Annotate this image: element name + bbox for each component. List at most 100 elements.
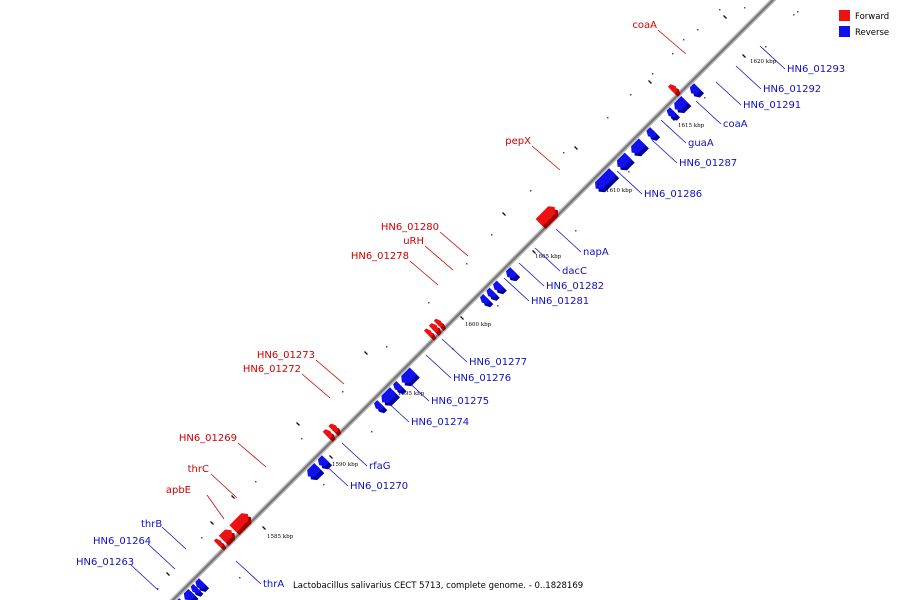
scale-dot [386,346,388,348]
gene-forward-6-face [428,323,439,333]
gene-reverse-9-face [401,367,417,384]
gene-forward-8[interactable] [535,206,559,230]
gene-label-reverse-19: HN6_01292 [763,84,821,95]
leader-reverse-8 [425,354,452,379]
gene-reverse-15[interactable] [616,152,635,171]
scale-tick [574,146,578,150]
leader-reverse-1 [130,564,159,591]
gene-forward-1[interactable] [218,529,236,546]
gene-reverse-7[interactable] [381,387,400,406]
scale-label: 1615 kbp [678,123,705,129]
scale-tick [723,15,727,19]
gene-reverse-3-face [195,578,207,589]
gene-reverse-3[interactable] [195,578,210,592]
leader-forward-5 [409,260,439,286]
gene-reverse-14[interactable] [595,168,620,193]
legend-forward-label: Forward [855,12,889,22]
scale-dot [719,9,721,11]
scale-label: 1600 kbp [465,322,492,328]
leader-reverse-13 [555,228,582,253]
scale-tick [231,495,235,499]
gene-forward-5[interactable] [423,328,437,341]
gene-forward-2[interactable] [229,513,252,536]
gene-reverse-19[interactable] [674,96,692,114]
gene-forward-6[interactable] [428,323,442,336]
gene-label-reverse-11: HN6_01282 [546,281,604,292]
leader-reverse-12 [534,247,561,272]
scale-dot [157,588,159,590]
gene-reverse-19-face [674,96,689,111]
gene-reverse-9[interactable] [401,367,420,387]
gene-label-forward-5: HN6_01278 [351,251,409,262]
genes [177,83,704,600]
gene-label-forward-1: thrC [188,464,209,475]
scale-dot [255,481,257,483]
scale-label: 1595 kbp [398,391,425,397]
gene-forward-0[interactable] [213,538,227,551]
scale-dot [607,117,609,119]
leader-reverse-10 [503,277,530,302]
gene-forward-9[interactable] [667,84,681,97]
label-leaders [130,29,786,591]
leader-reverse-20 [759,45,786,70]
legend-reverse-label: Reverse [855,28,889,38]
gene-reverse-18[interactable] [666,107,680,121]
scale-tick [329,455,333,459]
scale-dot [630,94,632,96]
gene-reverse-10[interactable] [480,294,494,308]
genome-backbone [169,0,777,600]
gene-label-reverse-7: HN6_01275 [431,396,489,407]
gene-reverse-15-face [616,152,632,168]
gene-label-forward-6: uRH [403,236,424,247]
legend: Forward Reverse [839,10,889,38]
gene-reverse-8[interactable] [393,381,407,395]
scale-dot [697,29,699,31]
gene-reverse-6[interactable] [374,400,388,414]
leader-forward-8 [531,145,561,171]
gene-forward-0-face [213,538,224,548]
gene-reverse-20-face [689,83,701,95]
gene-reverse-11[interactable] [486,287,500,301]
leader-reverse-17 [695,100,722,125]
gene-reverse-0[interactable] [183,588,199,600]
gene-reverse-5[interactable] [317,455,333,470]
gene-reverse-4-face [307,463,322,478]
leader-reverse-18 [715,81,742,106]
gene-reverse-17[interactable] [646,127,661,141]
gene-forward-9-face [667,84,678,94]
leader-forward-1 [210,473,238,499]
leader-reverse-2 [147,543,176,570]
gene-reverse-6-face [374,400,385,411]
scale-dot [575,230,577,232]
gene-forward-4[interactable] [328,423,342,437]
gene-reverse-2[interactable] [190,583,204,597]
scale-tick [532,250,536,254]
gene-forward-4-face [328,423,339,434]
gene-reverse-18-face [666,107,677,118]
gene-forward-7[interactable] [433,318,447,331]
gene-reverse-20[interactable] [689,83,704,98]
gene-reverse-4[interactable] [307,463,325,481]
gene-reverse-0-face [183,588,196,600]
scale-dot [563,152,565,154]
scale-dot [793,14,795,16]
gene-reverse-12[interactable] [493,280,507,295]
leader-forward-4 [315,359,345,385]
gene-reverse-7-face [381,387,397,403]
gene-forward-3[interactable] [322,429,336,442]
gene-reverse-10-face [480,294,491,305]
gene-reverse-2-face [190,583,201,594]
gene-label-reverse-6: HN6_01274 [411,417,469,428]
legend-forward-swatch [839,10,850,21]
scale-dot [652,73,654,75]
scale-tick [460,316,464,320]
gene-label-reverse-20: HN6_01293 [787,64,845,75]
gene-reverse-14-face [595,168,617,190]
gene-label-reverse-0: thrA [263,579,284,590]
gene-reverse-16[interactable] [631,138,649,157]
gene-reverse-13[interactable] [506,267,521,282]
leader-reverse-15 [651,139,678,164]
gene-label-reverse-9: HN6_01277 [469,357,527,368]
scale-label: 1585 kbp [267,534,294,540]
